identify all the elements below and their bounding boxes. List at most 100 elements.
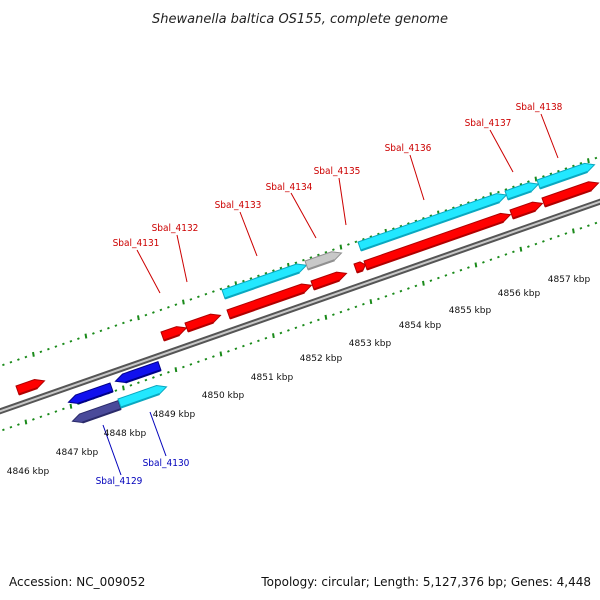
gene-sbal-4136-cyan[interactable] xyxy=(357,193,508,252)
gene-sbal-4130-cyan-body[interactable] xyxy=(117,385,168,409)
gene-sbal-4128[interactable] xyxy=(15,379,46,396)
gene-label-sbal-4138[interactable]: Sbal_4138 xyxy=(516,102,563,113)
gene-label-sbal-4130[interactable]: Sbal_4130 xyxy=(143,458,190,469)
gene-sbal-4131[interactable] xyxy=(160,326,188,342)
major-tick xyxy=(137,315,140,321)
minor-tick xyxy=(452,271,455,275)
gene-label-leader xyxy=(290,192,317,239)
gene-sbal-4130-lower[interactable] xyxy=(114,361,162,384)
minor-tick xyxy=(429,279,433,282)
gene-sbal-4137-cyan[interactable] xyxy=(504,182,540,201)
gene-label-leader xyxy=(176,234,188,283)
position-label: 4848 kbp xyxy=(104,429,147,439)
minor-tick xyxy=(212,290,215,293)
gene-sbal-4134[interactable] xyxy=(310,271,348,291)
gene-sbal-4131-shadow xyxy=(163,334,180,342)
gene-label-sbal-4131[interactable]: Sbal_4131 xyxy=(113,238,160,249)
minor-tick xyxy=(152,311,155,314)
minor-tick xyxy=(527,180,530,183)
major-tick xyxy=(84,333,88,339)
gene-sbal-4133-body[interactable] xyxy=(226,283,313,320)
minor-tick xyxy=(512,250,515,254)
minor-tick xyxy=(219,287,223,291)
gene-labels: Sbal_4131Sbal_4132Sbal_4133Sbal_4134Sbal… xyxy=(96,102,563,487)
minor-tick xyxy=(287,329,290,332)
gene-sbal-4136-cyan-body[interactable] xyxy=(357,193,508,252)
gene-sbal-4128-body[interactable] xyxy=(15,379,46,396)
gene-label-sbal-4136[interactable]: Sbal_4136 xyxy=(385,143,432,154)
page-title: Shewanella baltica OS155, complete genom… xyxy=(152,12,448,27)
gene-label-sbal-4134[interactable]: Sbal_4134 xyxy=(266,182,313,193)
minor-tick xyxy=(54,345,58,348)
gene-sbal-4128-shadow xyxy=(18,387,38,396)
gene-sbal-4133-cyan-body[interactable] xyxy=(221,263,308,300)
gene-sbal-4136-body[interactable] xyxy=(363,212,512,271)
minor-tick xyxy=(557,234,560,238)
minor-tick xyxy=(167,370,170,374)
gene-sbal-4136[interactable] xyxy=(363,212,512,271)
gene-sbal-4130-lower-body[interactable] xyxy=(114,361,162,384)
gene-label-sbal-4133[interactable]: Sbal_4133 xyxy=(215,200,262,211)
major-tick xyxy=(272,333,275,339)
gene-sbal-4134-gray-body[interactable] xyxy=(304,251,343,271)
minor-tick xyxy=(137,381,140,385)
minor-tick xyxy=(227,350,230,353)
minor-tick xyxy=(309,321,313,324)
minor-tick xyxy=(32,418,35,421)
minor-tick xyxy=(114,324,118,327)
minor-tick xyxy=(9,360,13,364)
minor-tick xyxy=(407,287,410,290)
gene-sbal-4135-shadow xyxy=(356,269,364,274)
gene-sbal-4131-body[interactable] xyxy=(160,326,188,342)
minor-tick xyxy=(444,274,448,277)
minor-tick xyxy=(354,305,358,309)
gene-sbal-4129[interactable] xyxy=(71,399,122,424)
gene-sbal-4138-body[interactable] xyxy=(541,181,600,208)
gene-sbal-4135[interactable] xyxy=(353,261,367,274)
gene-sbal-4130-upper[interactable] xyxy=(67,382,114,405)
minor-tick xyxy=(512,185,515,189)
minor-tick xyxy=(77,337,80,340)
minor-tick xyxy=(129,319,133,322)
minor-tick xyxy=(2,363,5,367)
gene-sbal-4134-gray[interactable] xyxy=(304,251,343,271)
genome-stats-text: Topology: circular; Length: 5,127,376 bp… xyxy=(260,575,591,589)
gene-label-sbal-4132[interactable]: Sbal_4132 xyxy=(152,223,199,234)
minor-tick xyxy=(129,384,133,387)
gene-label-sbal-4137[interactable]: Sbal_4137 xyxy=(465,118,512,129)
gene-sbal-4130-upper-body[interactable] xyxy=(67,382,114,405)
gene-sbal-4133[interactable] xyxy=(226,283,313,320)
minor-tick xyxy=(47,347,50,351)
gene-sbal-4129-body[interactable] xyxy=(71,399,122,424)
position-label: 4853 kbp xyxy=(349,339,392,349)
gene-sbal-4134-gray-shadow xyxy=(307,259,335,271)
gene-sbal-4138[interactable] xyxy=(541,181,600,208)
genome-backbone xyxy=(0,198,600,415)
major-tick xyxy=(587,158,590,164)
position-label: 4850 kbp xyxy=(202,391,245,401)
gene-sbal-4138-cyan[interactable] xyxy=(536,162,596,190)
gene-sbal-4130-cyan[interactable] xyxy=(117,385,168,409)
gene-label-sbal-4135[interactable]: Sbal_4135 xyxy=(314,166,361,177)
gene-sbal-4133-cyan[interactable] xyxy=(221,263,308,300)
minor-tick xyxy=(257,274,260,278)
gene-label-leader xyxy=(540,113,559,159)
gene-sbal-4134-body[interactable] xyxy=(310,271,348,291)
minor-tick xyxy=(354,240,358,244)
minor-tick xyxy=(204,357,208,361)
gene-sbal-4130-cyan-shadow xyxy=(120,393,160,409)
minor-tick xyxy=(197,295,200,299)
minor-tick xyxy=(557,169,560,173)
gene-sbal-4138-cyan-body[interactable] xyxy=(536,162,596,190)
gene-sbal-4137-body[interactable] xyxy=(509,201,544,220)
gene-sbal-4132-body[interactable] xyxy=(184,313,222,333)
gene-sbal-4137[interactable] xyxy=(509,201,544,220)
gene-sbal-4132[interactable] xyxy=(184,313,222,333)
gene-label-sbal-4129[interactable]: Sbal_4129 xyxy=(96,476,143,487)
gene-sbal-4137-cyan-body[interactable] xyxy=(504,182,540,201)
major-tick xyxy=(122,385,125,391)
minor-tick xyxy=(227,285,230,288)
gene-sbal-4133-shadow xyxy=(229,291,305,320)
